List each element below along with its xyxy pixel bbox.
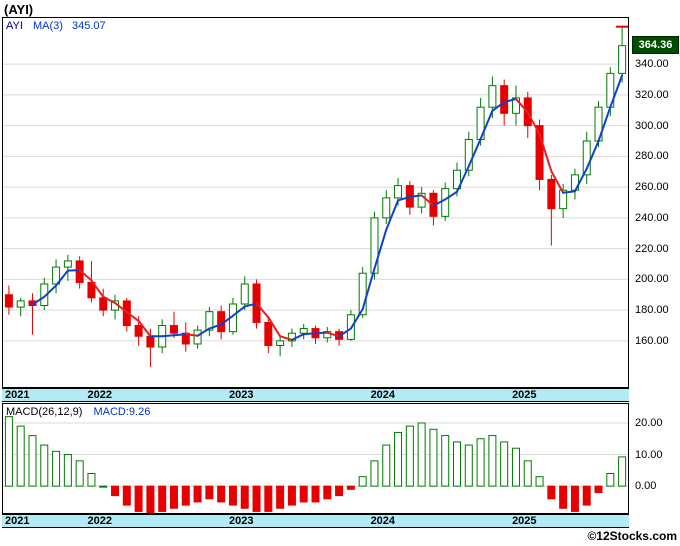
watermark: ©12Stocks.com bbox=[587, 529, 677, 543]
x-axis-years-top: 2021 2022 2023 2024 2025 bbox=[2, 388, 629, 402]
year-label: 2025 bbox=[512, 389, 537, 401]
macd-tick-label: 0.00 bbox=[635, 480, 657, 493]
year-label: 2024 bbox=[370, 389, 396, 401]
price-tick-label: 240.00 bbox=[635, 211, 669, 224]
price-tick-label: 220.00 bbox=[635, 242, 669, 255]
year-label: 2021 bbox=[5, 389, 30, 401]
price-tick-label: 180.00 bbox=[635, 304, 669, 317]
year-label: 2024 bbox=[370, 515, 396, 527]
legend-symbol: AYI bbox=[6, 20, 23, 32]
year-label: 2022 bbox=[87, 389, 113, 401]
x-axis-years-bottom: 2021 2022 2023 2024 2025 bbox=[2, 514, 629, 528]
price-tick-label: 260.00 bbox=[635, 181, 669, 194]
price-chart-legend: AYI MA(3) 345.07 bbox=[6, 20, 106, 32]
macd-panel: MACD(26,12,9) MACD:9.26 bbox=[2, 403, 629, 514]
price-tick-label: 160.00 bbox=[635, 334, 669, 347]
price-tick-label: 280.00 bbox=[635, 150, 669, 163]
macd-axis: 20.00 10.00 0.00 bbox=[633, 403, 680, 515]
year-label: 2021 bbox=[5, 515, 30, 527]
candlestick-chart bbox=[3, 25, 628, 368]
year-label: 2023 bbox=[229, 515, 254, 527]
macd-label: MACD(26,12,9) bbox=[6, 406, 83, 418]
macd-value: MACD:9.26 bbox=[93, 406, 151, 418]
price-tick-label: 320.00 bbox=[635, 88, 669, 101]
year-label: 2023 bbox=[229, 389, 254, 401]
macd-legend: MACD(26,12,9) MACD:9.26 bbox=[6, 406, 150, 418]
macd-tick-label: 20.00 bbox=[635, 416, 663, 429]
current-price-badge: 364.36 bbox=[632, 36, 679, 54]
legend-ma-label: MA(3) bbox=[32, 20, 63, 32]
price-tick-label: 340.00 bbox=[635, 58, 669, 71]
year-label: 2022 bbox=[87, 515, 113, 527]
legend-ma-value: 345.07 bbox=[72, 20, 106, 32]
chart-title: (AYI) bbox=[4, 2, 34, 17]
price-axis: 340.00 320.00 300.00 280.00 260.00 240.00 220.… bbox=[633, 17, 680, 390]
macd-histogram bbox=[3, 416, 628, 513]
macd-tick-label: 10.00 bbox=[635, 448, 663, 461]
price-tick-label: 300.00 bbox=[635, 119, 669, 132]
year-label: 2025 bbox=[512, 515, 537, 527]
price-tick-label: 200.00 bbox=[635, 273, 669, 286]
price-chart-panel: AYI MA(3) 345.07 bbox=[2, 17, 629, 388]
